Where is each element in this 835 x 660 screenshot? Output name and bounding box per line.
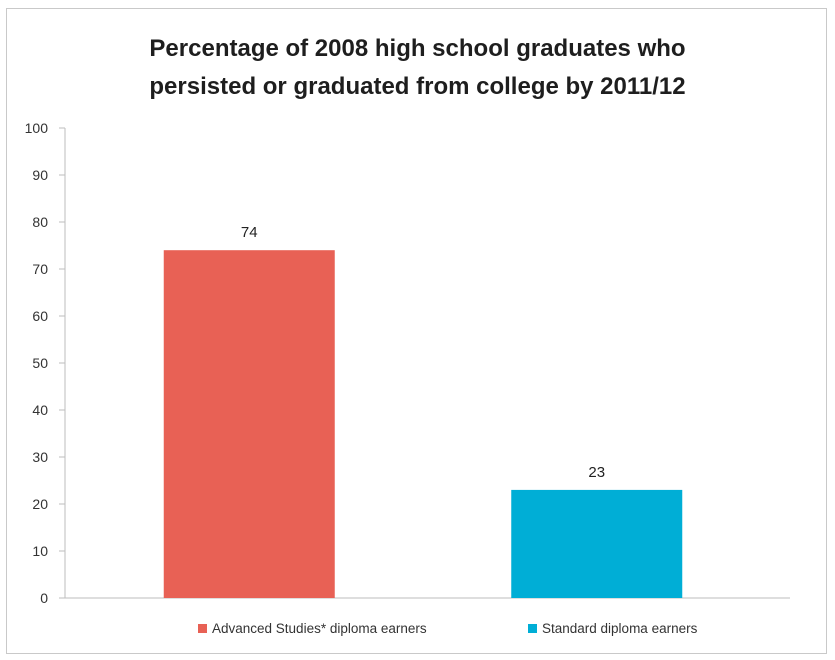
y-tick-label: 90 — [32, 167, 48, 183]
y-tick-label: 30 — [32, 449, 48, 465]
bars — [163, 250, 683, 598]
y-tick-label: 60 — [32, 308, 48, 324]
legend-swatch — [198, 624, 207, 633]
bar — [163, 250, 335, 598]
chart-title-line-2: persisted or graduated from college by 2… — [149, 73, 686, 100]
y-tick-label: 10 — [32, 543, 48, 559]
y-tick-label: 100 — [25, 120, 49, 136]
legend-swatch — [528, 624, 537, 633]
data-label: 23 — [588, 464, 605, 481]
legend-label: Advanced Studies* diploma earners — [212, 621, 427, 636]
y-tick-label: 80 — [32, 214, 48, 230]
y-tick-label: 70 — [32, 261, 48, 277]
bar — [511, 489, 683, 598]
y-tick-label: 0 — [40, 590, 48, 606]
y-tick-label: 50 — [32, 355, 48, 371]
legend-label: Standard diploma earners — [542, 621, 698, 636]
y-axis: 0 10 20 30 40 50 60 70 80 90 100 — [25, 120, 790, 606]
y-tick-label: 40 — [32, 402, 48, 418]
y-tick-label: 20 — [32, 496, 48, 512]
data-labels: 74 23 — [241, 224, 605, 481]
data-label: 74 — [241, 224, 258, 241]
chart-title-line-1: Percentage of 2008 high school graduates… — [149, 35, 686, 62]
chart-frame — [6, 8, 827, 654]
chart-title: Percentage of 2008 high school graduates… — [0, 30, 835, 106]
legend: Advanced Studies* diploma earners Standar… — [198, 621, 698, 636]
